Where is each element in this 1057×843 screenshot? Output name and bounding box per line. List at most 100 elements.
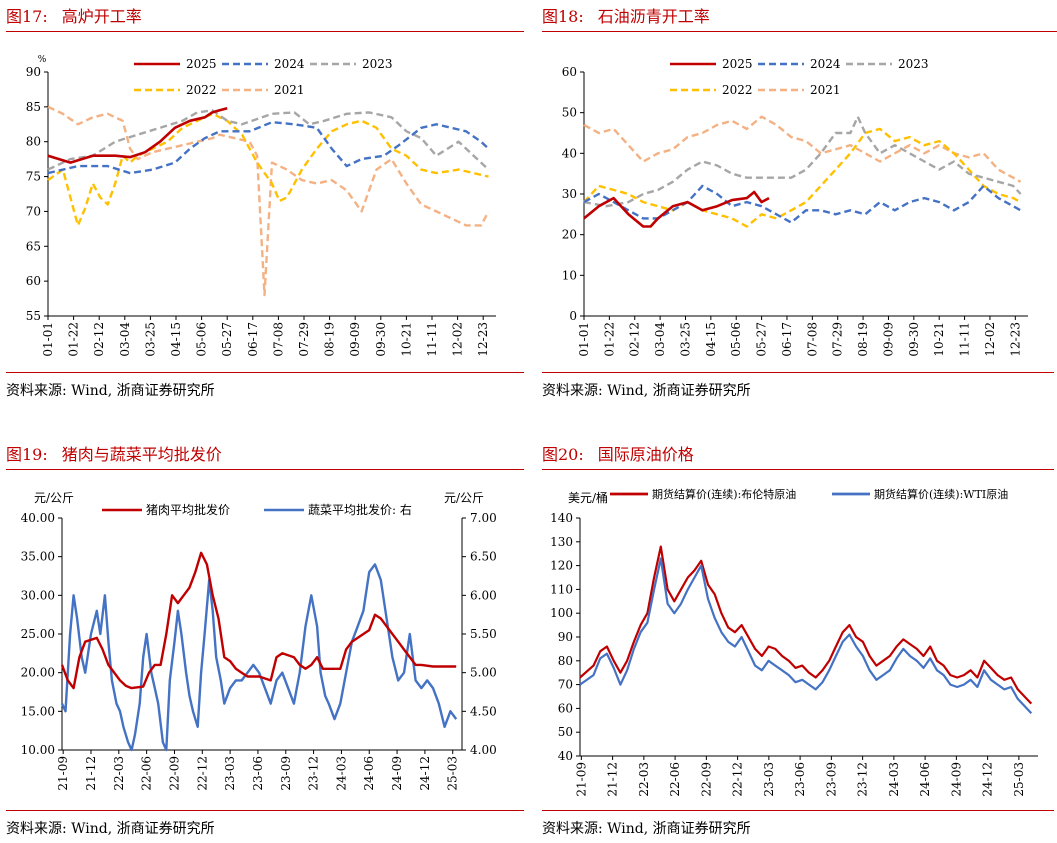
figure-caption: 石油沥青开工率 (597, 7, 710, 26)
x-tick-label: 23-03 (762, 762, 776, 797)
y-tick-label: 100 (550, 606, 573, 620)
y-tick-label: 50 (562, 106, 577, 120)
y-tick-label-left: 15.00 (21, 704, 55, 718)
figure-number: 图19: (6, 445, 48, 464)
crude-oil-chart: 美元/桶 40 50 60 70 80 90 100 110 120 130 140 21-09 21-1… (550, 487, 1038, 797)
y-tick-label: 10 (562, 268, 577, 282)
y-tick-label: 80 (558, 654, 573, 668)
y-tick-label-right: 5.50 (470, 627, 497, 641)
x-tick-label: 23-12 (856, 762, 870, 797)
x-tick-label: 21-12 (84, 756, 98, 791)
y-tick-label: 140 (550, 511, 573, 525)
x-tick-label: 23-06 (793, 762, 807, 797)
y-tick-label: 60 (558, 701, 573, 715)
x-tick-label: 22-06 (668, 762, 682, 797)
y-tick-label-left: 20.00 (21, 666, 55, 680)
y-tick-label-right: 6.50 (470, 550, 497, 564)
y-tick-label: 30 (562, 187, 577, 201)
legend-label-2025: 2025 (186, 57, 217, 71)
pork-vegetable-chart: 元/公斤 元/公斤 10.00 15.00 20.00 25.00 30.00 35.00 40… (21, 491, 497, 791)
source-note: 资料来源: Wind, 浙商证券研究所 (6, 821, 215, 837)
y-tick-label: 55 (26, 309, 41, 323)
x-tick-label: 03-04 (653, 322, 667, 357)
legend-label-2021: 2021 (810, 83, 841, 97)
y-tick-label: 65 (26, 239, 41, 253)
x-tick-label: 23-12 (307, 756, 321, 791)
series-line-2023 (583, 115, 1022, 208)
series-line-vegetable (60, 563, 458, 752)
x-tick-label: 22-09 (167, 756, 181, 791)
x-tick-label: 02-12 (628, 322, 642, 357)
x-tick-label: 12-02 (983, 322, 997, 357)
series-line-brent (579, 545, 1033, 705)
x-tick-label: 22-12 (731, 762, 745, 797)
x-tick-label: 04-15 (704, 322, 718, 357)
y-tick-label-left: 30.00 (21, 588, 55, 602)
x-tick-label: 23-09 (824, 762, 838, 797)
title-rule (542, 469, 1054, 470)
series-line-2025 (47, 107, 228, 164)
x-tick-label: 12-23 (1008, 322, 1022, 357)
series-line-2022 (583, 127, 1022, 228)
title-rule (6, 31, 524, 32)
source-rule (542, 810, 1054, 811)
x-tick-label: 02-12 (92, 322, 106, 357)
x-tick-label: 01-01 (577, 322, 591, 357)
x-tick-label: 01-22 (67, 322, 81, 357)
series-line-2023 (47, 109, 490, 171)
series-line-2025 (583, 190, 770, 228)
figure-number: 图17: (6, 7, 48, 26)
y-tick-label-right: 6.00 (470, 588, 497, 602)
y-tick-label: 130 (550, 535, 573, 549)
y-tick-label: 40 (562, 146, 577, 160)
figure-caption: 国际原油价格 (597, 445, 694, 464)
y-tick-label: 70 (558, 678, 573, 692)
source-rule (6, 372, 524, 373)
x-tick-label: 24-06 (362, 756, 376, 791)
y-tick-label: 75 (26, 170, 41, 184)
x-tick-label: 06-17 (246, 322, 260, 357)
x-tick-label: 24-06 (918, 762, 932, 797)
x-tick-label: 07-29 (297, 322, 311, 357)
y-tick-label: 0 (569, 309, 577, 323)
y-tick-label: 70 (26, 204, 41, 218)
x-tick-label: 08-19 (323, 322, 337, 357)
x-tick-label: 21-12 (606, 762, 620, 797)
x-tick-label: 08-19 (856, 322, 870, 357)
legend-label-2022: 2022 (186, 83, 217, 97)
y-tick-label: 85 (26, 100, 41, 114)
y-unit-label: 美元/桶 (568, 490, 608, 505)
series-line-2021 (47, 105, 490, 297)
y-tick-label: 80 (26, 135, 41, 149)
y-tick-label: 60 (562, 65, 577, 79)
y-unit-label: % (38, 55, 47, 65)
legend-label-2021: 2021 (274, 83, 305, 97)
figure-caption: 猪肉与蔬菜平均批发价 (61, 445, 222, 464)
y-tick-label: 120 (550, 559, 573, 573)
x-tick-label: 07-29 (831, 322, 845, 357)
y-tick-label-right: 4.50 (470, 704, 497, 718)
x-tick-label: 24-12 (981, 762, 995, 797)
legend-label-2022: 2022 (722, 83, 753, 97)
x-tick-label: 09-30 (374, 322, 388, 357)
y-tick-label-right: 7.00 (470, 511, 497, 525)
y-tick-label: 90 (558, 630, 573, 644)
x-tick-label: 12-02 (451, 322, 465, 357)
legend-label-2023: 2023 (898, 57, 929, 71)
x-tick-label: 06-17 (780, 322, 794, 357)
chart-panel-19: 图19: 猪肉与蔬菜平均批发价 元/公斤 元/公斤 10.00 15.00 20.00 25… (6, 442, 524, 842)
source-note: 资料来源: Wind, 浙商证券研究所 (542, 821, 751, 837)
y-tick-label-left: 35.00 (21, 550, 55, 564)
y-tick-label: 20 (562, 228, 577, 242)
x-tick-label: 11-11 (958, 322, 972, 357)
x-tick-label: 22-12 (195, 756, 209, 791)
figure-title: 图18: 石油沥青开工率 (542, 4, 710, 30)
y-tick-label-right: 5.00 (470, 666, 497, 680)
series-line-2024 (47, 121, 490, 175)
y-tick-label-left: 40.00 (21, 511, 55, 525)
legend-label: 期货结算价(连续):WTI原油 (874, 487, 1008, 501)
source-rule (6, 810, 524, 811)
x-tick-label: 12-23 (476, 322, 490, 357)
left-unit-label: 元/公斤 (34, 491, 74, 505)
blast-furnace-chart: % 55 60 65 70 75 80 85 90 01-01 01-22 02-12 03-04 03-… (26, 55, 496, 357)
